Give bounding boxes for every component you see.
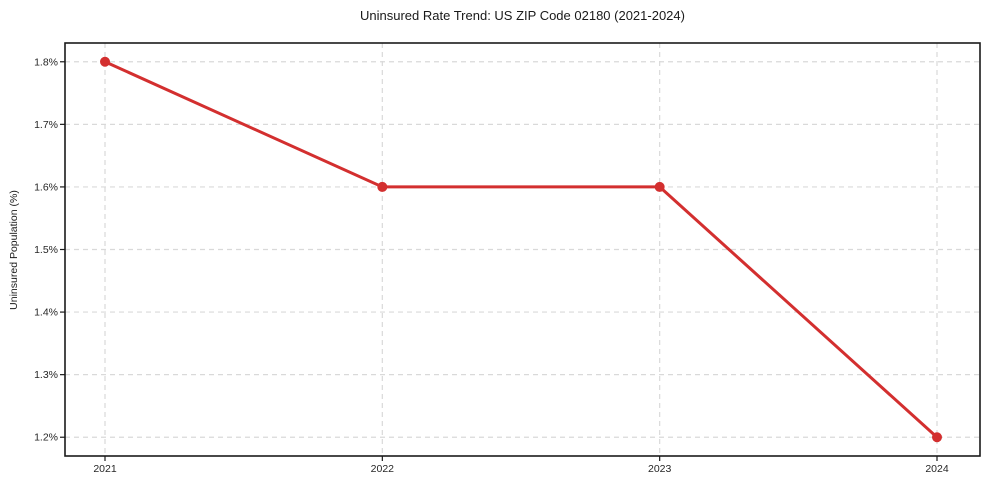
data-point-marker	[100, 56, 110, 67]
y-tick-label: 1.3%	[34, 369, 58, 381]
plot-border	[64, 42, 981, 457]
x-tick-label: 2023	[648, 463, 672, 475]
x-tick-label: 2024	[925, 463, 949, 475]
y-tick-label: 1.8%	[34, 56, 58, 68]
y-tick-label: 1.5%	[34, 244, 58, 256]
data-point-marker	[654, 181, 665, 192]
x-tick-label: 2022	[371, 463, 395, 475]
trend-line	[103, 60, 939, 439]
y-tick-label: 1.2%	[34, 432, 58, 444]
data-point-marker	[932, 432, 942, 443]
chart-title: Uninsured Rate Trend: US ZIP Code 02180 …	[360, 8, 685, 23]
y-tick-label: 1.4%	[34, 307, 58, 319]
x-tick-label: 2021	[93, 463, 117, 475]
y-tick-label: 1.6%	[34, 181, 58, 193]
data-point-marker	[377, 181, 388, 192]
y-tick-label: 1.7%	[34, 119, 58, 131]
